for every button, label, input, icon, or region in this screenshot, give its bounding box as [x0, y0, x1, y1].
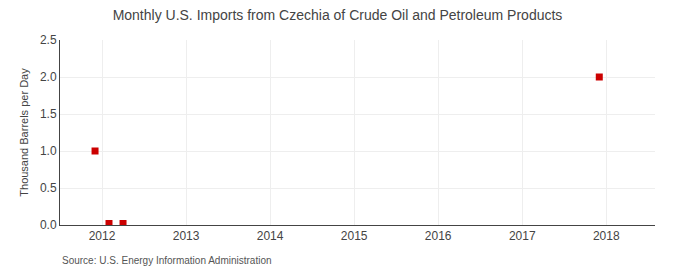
- svg-text:1.5: 1.5: [40, 107, 57, 121]
- svg-text:0.0: 0.0: [40, 218, 57, 232]
- svg-text:2.0: 2.0: [40, 70, 57, 84]
- svg-text:2016: 2016: [425, 229, 452, 243]
- svg-text:2012: 2012: [89, 229, 116, 243]
- svg-text:2017: 2017: [509, 229, 536, 243]
- svg-text:Source: U.S. Energy Informatio: Source: U.S. Energy Information Administ…: [62, 255, 272, 266]
- svg-text:1.0: 1.0: [40, 144, 57, 158]
- svg-text:0.5: 0.5: [40, 181, 57, 195]
- svg-text:2018: 2018: [593, 229, 620, 243]
- svg-text:Monthly U.S. Imports from Czec: Monthly U.S. Imports from Czechia of Cru…: [113, 7, 563, 23]
- svg-text:2015: 2015: [341, 229, 368, 243]
- svg-text:Thousand Barrels per Day: Thousand Barrels per Day: [18, 68, 30, 197]
- svg-text:2014: 2014: [257, 229, 284, 243]
- svg-text:2.5: 2.5: [40, 33, 57, 47]
- svg-text:2013: 2013: [173, 229, 200, 243]
